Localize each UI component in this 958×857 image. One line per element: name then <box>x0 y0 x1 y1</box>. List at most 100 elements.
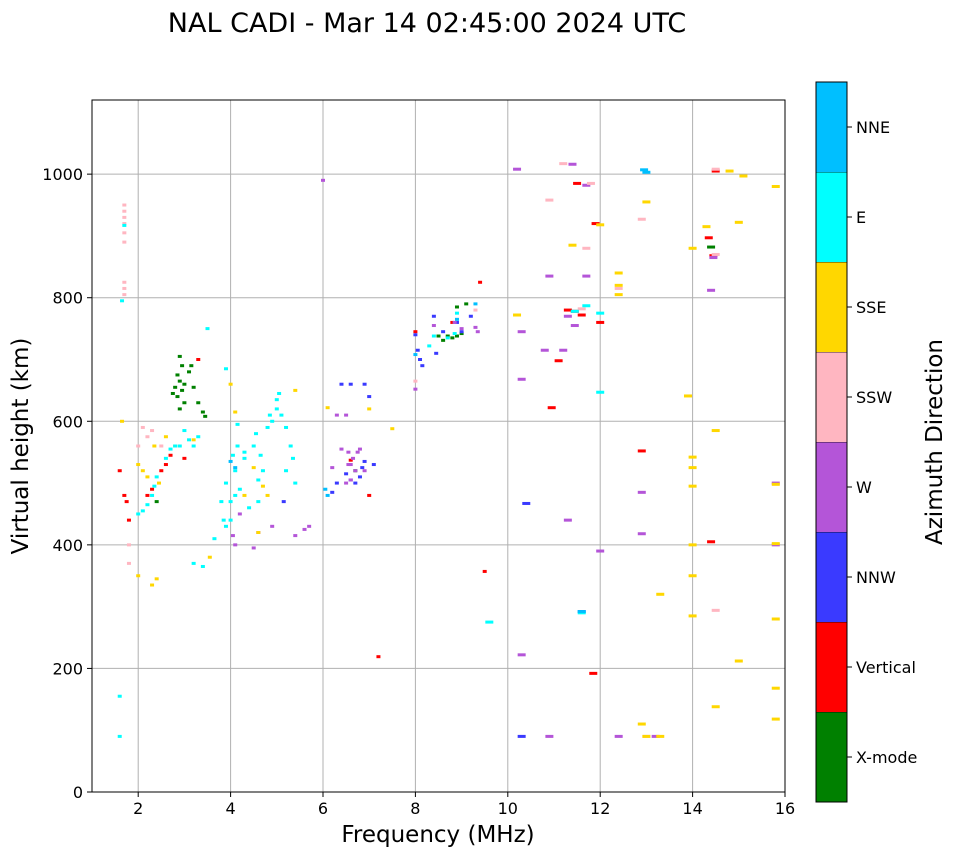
data-point-nnw <box>418 358 423 361</box>
data-point-ssw <box>122 231 127 235</box>
data-point-x-mode <box>170 391 175 395</box>
data-point-nnw <box>334 481 339 485</box>
y-tick-label: 200 <box>52 659 83 678</box>
data-point-e <box>122 223 127 227</box>
colorbar-swatch <box>816 622 847 712</box>
data-point-sse <box>233 410 238 414</box>
data-point-ssw <box>711 608 720 612</box>
data-point-ssw <box>711 167 720 171</box>
data-point-ssw <box>122 293 127 297</box>
data-point-ssw <box>140 425 145 429</box>
data-point-sse <box>614 271 623 275</box>
data-point-w <box>473 325 478 329</box>
data-point-w <box>302 527 307 531</box>
data-point-e <box>233 493 238 497</box>
y-axis-label: Virtual height (km) <box>8 338 34 555</box>
data-point-e <box>270 419 275 423</box>
data-point-vertical <box>711 169 720 173</box>
data-point-e <box>427 344 432 348</box>
data-point-sse <box>771 686 780 690</box>
data-point-x-mode <box>173 385 178 389</box>
data-point-sse <box>683 394 692 398</box>
data-point-w <box>355 450 360 454</box>
data-point-e <box>256 478 261 482</box>
y-tick-label: 400 <box>52 536 83 555</box>
data-point-w <box>545 734 554 738</box>
data-point-w <box>707 288 716 292</box>
data-point-e <box>219 500 224 504</box>
data-point-nnw <box>360 466 365 470</box>
data-point-ssw <box>711 252 720 256</box>
data-point-e <box>235 444 240 448</box>
data-point-nne <box>454 317 459 321</box>
data-point-vertical <box>577 313 586 317</box>
data-point-w <box>251 546 256 550</box>
data-point-e <box>152 484 157 488</box>
data-point-e <box>228 518 233 522</box>
data-point-w <box>582 183 591 187</box>
data-point-e <box>223 481 228 485</box>
data-point-vertical <box>168 453 173 457</box>
data-point-vertical <box>637 449 646 453</box>
data-point-nnw <box>517 734 526 738</box>
data-point-x-mode <box>177 354 182 358</box>
data-point-e <box>237 487 242 491</box>
data-point-nne <box>323 487 328 491</box>
colorbar-category-label: NNE <box>856 118 890 137</box>
data-point-nnw <box>344 472 349 476</box>
x-tick-label: 2 <box>133 799 143 818</box>
data-point-w <box>517 330 526 334</box>
data-point-ssw <box>545 198 554 202</box>
chart-title: NAL CADI - Mar 14 02:45:00 2024 UTC <box>168 8 686 39</box>
data-point-ssw <box>582 246 591 250</box>
data-point-sse <box>207 555 212 559</box>
data-point-e <box>145 503 150 507</box>
data-point-e <box>570 309 579 313</box>
data-point-sse <box>734 659 743 663</box>
data-point-e <box>288 444 293 448</box>
data-point-nne <box>233 466 238 470</box>
data-point-sse <box>688 574 697 578</box>
data-point-sse <box>145 475 150 479</box>
data-point-e <box>117 694 122 698</box>
data-point-x-mode <box>464 302 469 306</box>
data-point-nnw <box>415 348 420 352</box>
data-point-sse <box>293 388 298 392</box>
data-point-sse <box>120 419 125 423</box>
data-point-sse <box>739 174 748 178</box>
data-point-e <box>154 475 159 479</box>
data-point-vertical <box>450 320 455 324</box>
data-point-nnw <box>420 364 425 368</box>
data-point-vertical <box>596 320 605 324</box>
data-point-w <box>614 734 623 738</box>
data-point-e <box>596 390 605 394</box>
data-point-w <box>270 524 275 528</box>
data-point-e <box>596 311 605 315</box>
data-point-ssw <box>559 162 568 166</box>
data-point-nnw <box>434 351 439 355</box>
data-point-e <box>242 456 247 460</box>
data-point-e <box>221 518 226 522</box>
data-point-e <box>293 481 298 485</box>
data-point-nnw <box>353 481 358 485</box>
data-point-sse <box>614 293 623 297</box>
data-point-vertical <box>124 500 129 504</box>
data-point-e <box>177 444 182 448</box>
data-point-e <box>117 734 122 738</box>
data-point-sse <box>163 435 168 439</box>
data-point-w <box>348 478 353 482</box>
data-point-e <box>191 561 196 565</box>
data-point-e <box>284 469 289 473</box>
data-point-w <box>709 256 718 260</box>
data-point-e <box>191 444 196 448</box>
data-point-e <box>279 413 284 417</box>
data-point-e <box>242 450 247 454</box>
data-point-ssw <box>122 209 127 213</box>
data-point-sse <box>656 734 665 738</box>
data-point-e <box>228 500 233 504</box>
data-point-x-mode <box>200 410 205 414</box>
colorbar-category-label: SSE <box>856 298 886 317</box>
data-point-e <box>173 444 178 448</box>
data-point-nnw <box>459 330 464 334</box>
